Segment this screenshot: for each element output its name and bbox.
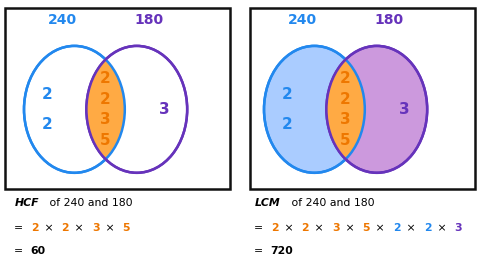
Text: 2: 2 [281,117,292,132]
Text: 3: 3 [399,102,410,117]
Text: ×: × [102,223,118,233]
Text: ×: × [342,223,358,233]
Text: =: = [14,223,27,233]
Text: 3: 3 [159,102,170,117]
FancyBboxPatch shape [250,8,475,189]
Text: 5: 5 [122,223,130,233]
Text: 2: 2 [281,87,292,102]
Text: 3: 3 [455,223,462,233]
Text: 2: 2 [41,87,52,102]
Text: 240: 240 [288,13,317,27]
Ellipse shape [264,46,365,173]
Text: 3: 3 [340,112,351,127]
Text: 2: 2 [271,223,278,233]
Text: 2: 2 [301,223,309,233]
Ellipse shape [86,46,187,173]
Text: 180: 180 [134,13,163,27]
Text: ×: × [40,223,57,233]
Text: HCF: HCF [14,198,39,208]
Text: 2: 2 [340,71,351,86]
FancyBboxPatch shape [5,8,230,189]
Text: ×: × [433,223,450,233]
Text: =: = [14,246,27,256]
Text: 3: 3 [100,112,111,127]
Text: 2: 2 [424,223,432,233]
Text: =: = [254,246,267,256]
Ellipse shape [264,46,365,173]
Text: 2: 2 [61,223,69,233]
Text: 180: 180 [374,13,403,27]
Text: 240: 240 [48,13,77,27]
Text: ×: × [71,223,87,233]
Text: ×: × [403,223,419,233]
Text: 5: 5 [362,223,370,233]
Text: LCM: LCM [254,198,280,208]
Ellipse shape [326,46,427,173]
Text: 2: 2 [41,117,52,132]
Text: of 240 and 180: of 240 and 180 [46,198,132,208]
Text: 60: 60 [31,246,46,256]
Ellipse shape [24,46,125,173]
Text: of 240 and 180: of 240 and 180 [288,198,374,208]
Text: 2: 2 [31,223,38,233]
Text: ×: × [372,223,388,233]
Text: ×: × [311,223,327,233]
Text: 3: 3 [332,223,340,233]
Text: 2: 2 [340,92,351,107]
Text: 720: 720 [271,246,293,256]
Text: 3: 3 [92,223,100,233]
Text: 5: 5 [340,133,351,148]
Text: 2: 2 [100,92,111,107]
Text: =: = [254,223,267,233]
Text: ×: × [280,223,297,233]
Text: 5: 5 [100,133,111,148]
Text: 2: 2 [100,71,111,86]
Ellipse shape [24,46,125,173]
Text: 2: 2 [393,223,401,233]
